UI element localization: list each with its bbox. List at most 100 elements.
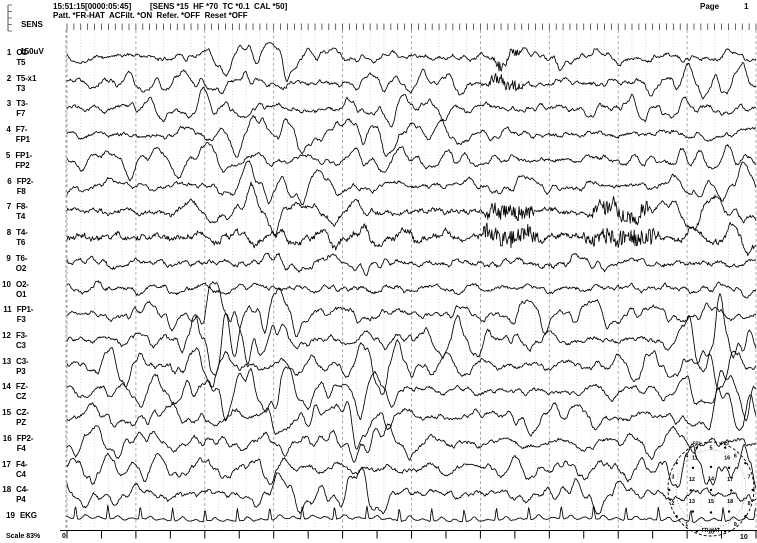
map-channel-number: 14 <box>708 476 715 482</box>
eeg-trace <box>66 281 757 357</box>
channel-number: 7 <box>6 202 12 212</box>
channel-label-row: 14 FZ-CZ <box>0 382 32 402</box>
electrode-dot <box>675 515 678 518</box>
channel-label-row: 8 T4-T6 <box>0 228 31 248</box>
eeg-trace <box>66 86 757 128</box>
eeg-trace <box>66 252 757 276</box>
map-channel-number: 9 <box>734 522 737 528</box>
map-channel-number: 1 <box>685 522 688 528</box>
eeg-trace <box>66 387 757 450</box>
gain-value: x1 <box>27 74 37 83</box>
eeg-trace <box>66 115 757 158</box>
sens-label: SENS <box>21 20 43 29</box>
channel-number: 13 <box>2 356 12 366</box>
head-outline <box>667 441 755 537</box>
map-channel-number: 5 <box>709 446 712 452</box>
channel-number: 17 <box>2 459 11 469</box>
channel-number: 1 <box>6 48 12 57</box>
montage-name: FR-HAT <box>702 528 720 534</box>
eeg-trace <box>66 467 757 515</box>
electrode-dot <box>744 461 747 465</box>
map-channel-number: 2 <box>671 501 674 507</box>
channel-number: 15 <box>2 408 12 418</box>
time-gridlines <box>65 30 757 531</box>
map-channel-number: 3 <box>671 475 674 481</box>
channel-label-row: 7 F8-T4 <box>0 202 31 222</box>
axis-start-label: 0 <box>62 533 66 540</box>
channel-number: 16 <box>2 433 12 443</box>
channel-name: C4-P4 <box>16 485 29 505</box>
channel-name: CZ-PZ <box>16 408 29 428</box>
channel-label-row: 11 FP1-F3 <box>0 305 37 325</box>
channel-label-row: 18 C4-P4 <box>0 485 32 505</box>
head-inner-ring <box>675 449 747 529</box>
map-channel-number: 15 <box>708 499 714 505</box>
channel-number: 2 <box>6 73 12 83</box>
channel-label-row: 4 F7-FP1 <box>0 125 34 145</box>
eeg-trace <box>66 42 757 83</box>
electrode-dot <box>695 530 699 533</box>
channel-number: 4 <box>6 125 11 135</box>
map-channel-number: 17 <box>727 477 733 483</box>
channel-label-row: 16 FP2-F4 <box>0 434 37 454</box>
time-axis <box>60 529 757 539</box>
channel-label-row: 12 F3-C3 <box>0 331 31 351</box>
channel-number: 5 <box>5 150 11 160</box>
map-channel-number: 10 <box>708 529 714 535</box>
channel-number: 18 <box>2 485 12 495</box>
map-channel-number: 8 <box>748 501 751 507</box>
electrode-dot <box>689 489 692 492</box>
channel-name: F3-C3 <box>15 330 28 350</box>
channel-label-row: 1 O1-T5 <box>0 48 33 68</box>
eeg-trace <box>66 160 757 206</box>
channel-label-row: 17 F4-C4 <box>0 460 31 480</box>
eeg-trace <box>66 61 757 100</box>
electrode-dot <box>723 446 727 449</box>
channel-name: T3-F7 <box>16 99 28 119</box>
electrode-dot <box>668 488 671 492</box>
channel-label-row: 13 C3-P3 <box>0 357 32 377</box>
channel-name: FP1-F3 <box>16 305 34 325</box>
channel-name: FP2-F8 <box>16 176 34 196</box>
channel-number: 19 <box>6 511 15 520</box>
page-label: Page <box>700 2 720 11</box>
filter-status-line: Patt. *FR-HAT ACFilt. *ON Refer. *OFF Re… <box>53 11 248 20</box>
electrode-dot <box>709 488 713 492</box>
timescale-comb <box>66 23 757 30</box>
sensitivity-block: SENS 150uV x1 <box>10 2 54 92</box>
map-channel-number: 12 <box>689 477 695 483</box>
axis-end-label: 10 <box>740 534 748 541</box>
electrode-dot <box>727 466 731 470</box>
electrode-dot <box>709 465 713 469</box>
electrode-label: FP2 <box>721 441 730 446</box>
channel-label-row: 10 O2-O1 <box>0 280 33 300</box>
channel-number: 10 <box>2 279 11 289</box>
eeg-trace <box>66 443 757 489</box>
channel-number: 12 <box>2 330 11 340</box>
timestamp: 15:51:15[0000:05:45] <box>53 2 132 11</box>
channel-name: O2-O1 <box>15 279 29 299</box>
channel-name: FZ-CZ <box>15 382 28 402</box>
map-channel-number: 6 <box>734 453 737 459</box>
page-number: 1 <box>744 2 749 11</box>
channel-name: FP2-F4 <box>16 433 34 453</box>
electrode-dot <box>709 511 713 514</box>
montage-settings: [SENS *15 HF *70 TC *0.1 CAL *50] <box>150 2 288 11</box>
electrode-dot <box>751 488 754 492</box>
channel-number: 6 <box>7 176 12 186</box>
channel-number: 11 <box>3 305 12 315</box>
eeg-trace <box>66 181 757 237</box>
eeg-trace <box>66 423 757 463</box>
channel-number: 14 <box>1 382 11 392</box>
eeg-trace <box>66 504 757 523</box>
map-channel-number: 16 <box>724 456 730 462</box>
eeg-traces <box>66 42 757 523</box>
map-channel-number: 4 <box>685 453 689 459</box>
channel-name: F7-FP1 <box>15 125 30 145</box>
electrode-dot <box>727 510 731 513</box>
channel-name: F4-C4 <box>15 459 28 479</box>
electrode-dot <box>675 461 678 465</box>
channel-label-row: 3 T3-F7 <box>0 99 31 119</box>
eeg-trace <box>66 142 757 182</box>
